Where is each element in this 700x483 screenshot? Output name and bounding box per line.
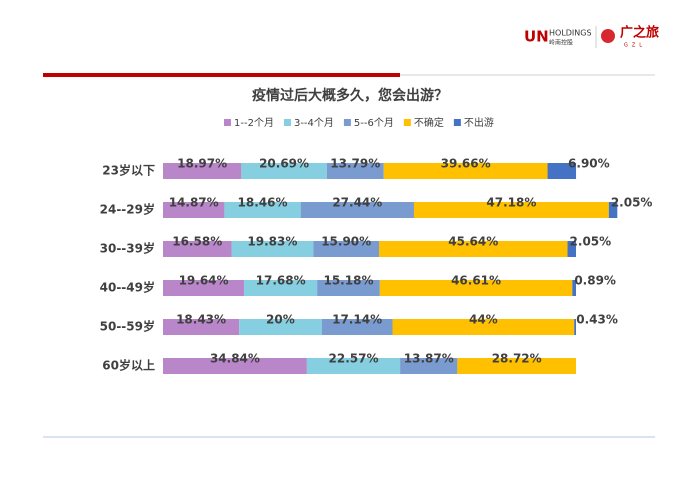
logo-name: HOLDINGS (549, 29, 592, 38)
chart-title: 疫情过后大概多久，您会出游？ (252, 87, 448, 104)
bar-segment (163, 280, 245, 296)
data-label: 17.14% (332, 313, 382, 327)
bar-segment (413, 202, 609, 218)
bar-segment (313, 241, 380, 257)
bar-segment (379, 280, 573, 296)
data-label: 22.57% (329, 352, 379, 366)
logo-flower (601, 29, 615, 43)
legend-swatch (343, 119, 351, 126)
legend-label: 1--2个月 (234, 117, 274, 129)
data-label: 14.87% (169, 196, 219, 210)
bar-segment (400, 358, 458, 374)
bar-segment (547, 163, 577, 179)
bar-segment (224, 202, 301, 218)
data-label: 17.68% (256, 274, 306, 288)
bar-segment (163, 202, 225, 218)
legend-swatch (403, 119, 411, 126)
category-label: 24--29岁 (100, 202, 155, 217)
data-label: 28.72% (492, 352, 542, 366)
bar-segment (244, 280, 318, 296)
bar-segment (163, 163, 242, 179)
data-label: 2.05% (570, 235, 612, 249)
logo-partner-en: GZL (624, 43, 646, 49)
logo-partner: 广之旅 (620, 25, 659, 41)
data-label: 27.44% (332, 196, 382, 210)
legend-label: 3--4个月 (294, 117, 334, 129)
bar-segment (383, 163, 548, 179)
data-label: 34.84% (210, 352, 260, 366)
category-label: 60岁以上 (102, 358, 155, 373)
logo-brand: UN (524, 28, 549, 46)
bar-segment (379, 241, 568, 257)
bar-segment (326, 163, 384, 179)
bar-segment (608, 202, 618, 218)
bar-segment (163, 358, 307, 374)
data-label: 46.61% (451, 274, 501, 288)
data-label: 18.97% (177, 157, 227, 171)
bar-segment (306, 358, 401, 374)
legend-swatch (283, 119, 291, 126)
data-label: 19.83% (247, 235, 297, 249)
bar-segment (239, 319, 322, 335)
data-label: 45.64% (448, 235, 498, 249)
legend-label: 不出游 (464, 116, 494, 129)
data-label: 39.66% (441, 157, 491, 171)
bar-segment (163, 319, 240, 335)
data-label: 15.18% (323, 274, 373, 288)
logo-cn-name: 岭南控股 (549, 39, 573, 47)
bar-segment (572, 280, 576, 296)
data-label: 0.89% (574, 274, 616, 288)
legend-label: 不确定 (414, 116, 444, 129)
data-label: 47.18% (486, 196, 536, 210)
bar-segment (317, 280, 380, 296)
bar-segment (574, 319, 576, 335)
data-label: 20.69% (259, 157, 309, 171)
data-label: 6.90% (568, 157, 610, 171)
bar-segment (457, 358, 576, 374)
legend-swatch (224, 119, 231, 126)
data-label: 18.43% (176, 313, 226, 327)
category-label: 40--49岁 (100, 280, 155, 295)
data-label: 20% (266, 313, 295, 327)
data-label: 15.90% (321, 235, 371, 249)
bar-segment (241, 163, 327, 179)
legend-label: 5--6个月 (354, 117, 394, 129)
data-label: 2.05% (611, 196, 653, 210)
legend-swatch (453, 119, 461, 126)
bar-segment (567, 241, 576, 257)
bar-segment (321, 319, 393, 335)
data-label: 16.58% (172, 235, 222, 249)
bar-segment (392, 319, 575, 335)
data-label: 0.43% (576, 313, 618, 327)
bar-segment (300, 202, 414, 218)
data-label: 13.79% (330, 157, 380, 171)
legend: 1--2个月 3--4个月 5--6个月 不确定 不出游 (224, 116, 494, 129)
category-label: 30--39岁 (100, 241, 155, 256)
category-label: 50--59岁 (100, 319, 155, 334)
bar-segment (231, 241, 314, 257)
category-label: 23岁以下 (102, 163, 155, 178)
logo: UN HOLDINGS 岭南控股 广之旅 GZL (524, 25, 659, 49)
data-label: 18.46% (238, 196, 288, 210)
bar-segment (163, 241, 232, 257)
data-label: 44% (469, 313, 498, 327)
data-label: 19.64% (179, 274, 229, 288)
data-label: 13.87% (404, 352, 454, 366)
